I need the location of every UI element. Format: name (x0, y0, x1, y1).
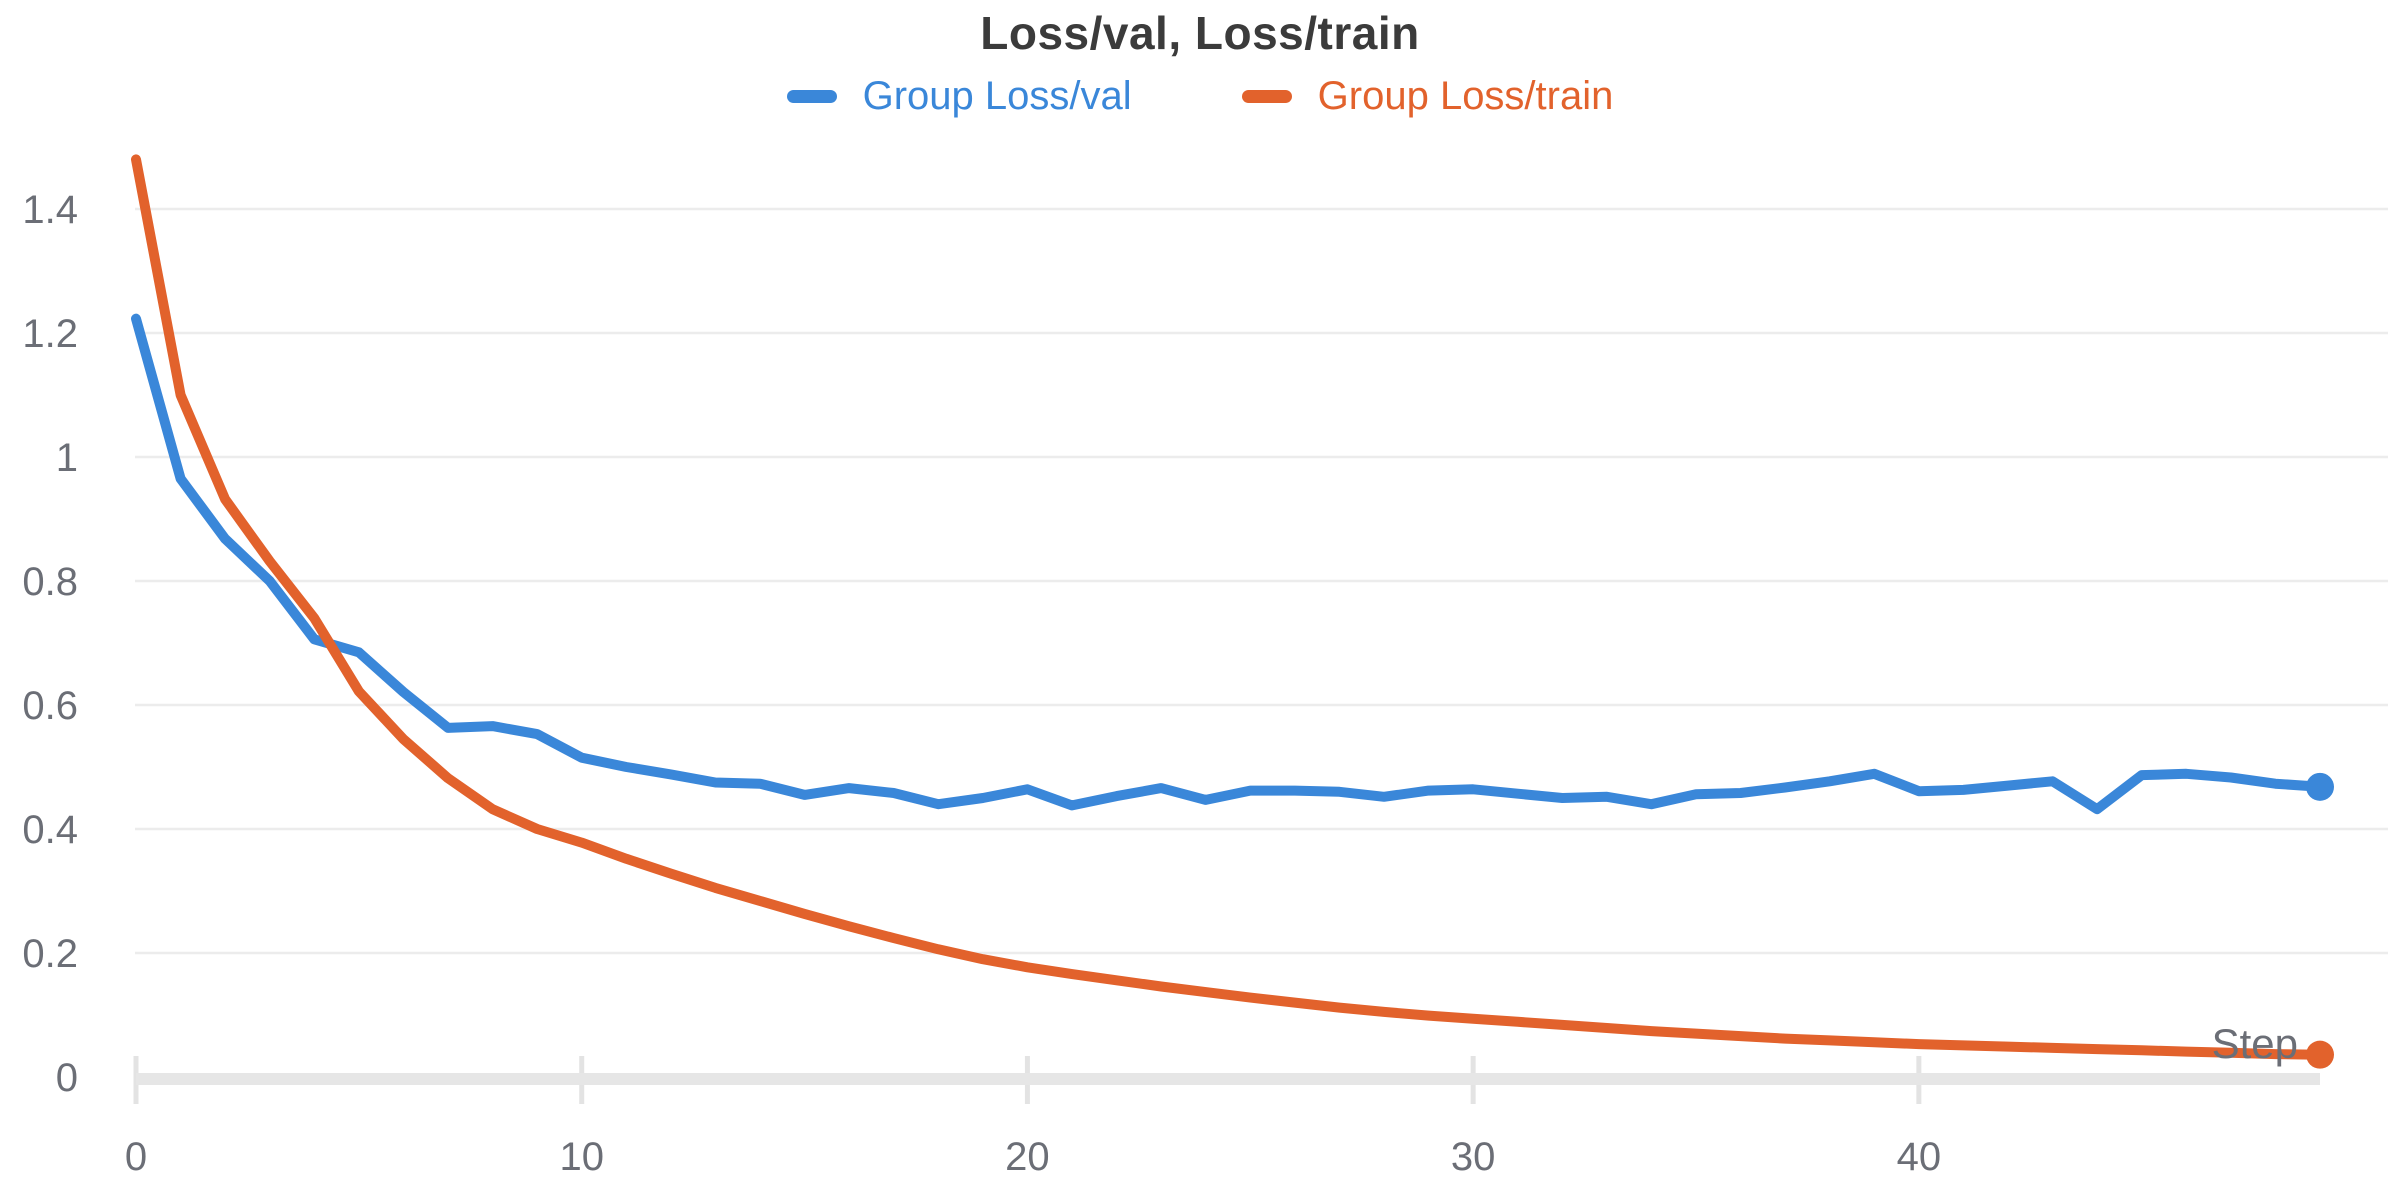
legend-swatch-train-icon (1241, 89, 1292, 103)
legend-label-loss-train: Group Loss/train (1317, 74, 1614, 118)
x-tick-label-0: 0 (125, 1135, 147, 1179)
series-endpoint-loss-train[interactable] (2306, 1040, 2334, 1069)
y-tick-label-0.8: 0.8 (22, 560, 78, 604)
x-tick-label-20: 20 (1005, 1135, 1050, 1179)
x-axis-band (136, 1073, 2320, 1085)
legend-item-loss-train[interactable]: Group Loss/train (1241, 74, 1614, 118)
x-axis (133, 1056, 2320, 1104)
y-tick-label-1: 1 (56, 436, 78, 480)
y-tick-label-1.4: 1.4 (22, 188, 78, 232)
legend-swatch-val-icon (786, 89, 837, 103)
series-line-loss-val[interactable] (131, 313, 2325, 815)
x-tick-label-40: 40 (1897, 1135, 1942, 1179)
legend-label-loss-val: Group Loss/val (862, 74, 1132, 118)
legend-item-loss-val[interactable]: Group Loss/val (786, 74, 1132, 118)
x-tick-label-10: 10 (559, 1135, 604, 1179)
y-tick-label-0.2: 0.2 (22, 932, 78, 976)
y-tick-label-0.6: 0.6 (22, 684, 78, 728)
series-line-loss-train[interactable] (131, 154, 2325, 1060)
y-tick-label-0: 0 (56, 1056, 78, 1100)
y-tick-label-0.4: 0.4 (22, 808, 78, 852)
y-tick-label-1.2: 1.2 (22, 312, 78, 356)
legend: Group Loss/val Group Loss/train (0, 76, 2400, 116)
x-axis-title-step: Step (2212, 1020, 2298, 1067)
series-endpoint-loss-val[interactable] (2306, 772, 2334, 801)
gridlines (135, 207, 2388, 955)
chart-title: Loss/val, Loss/train (980, 7, 1420, 59)
axis-labels: 0 0.2 0.4 0.6 0.8 1 1.2 1.4 0 10 20 30 40 (22, 188, 1941, 1179)
x-tick-label-30: 30 (1451, 1135, 1496, 1179)
